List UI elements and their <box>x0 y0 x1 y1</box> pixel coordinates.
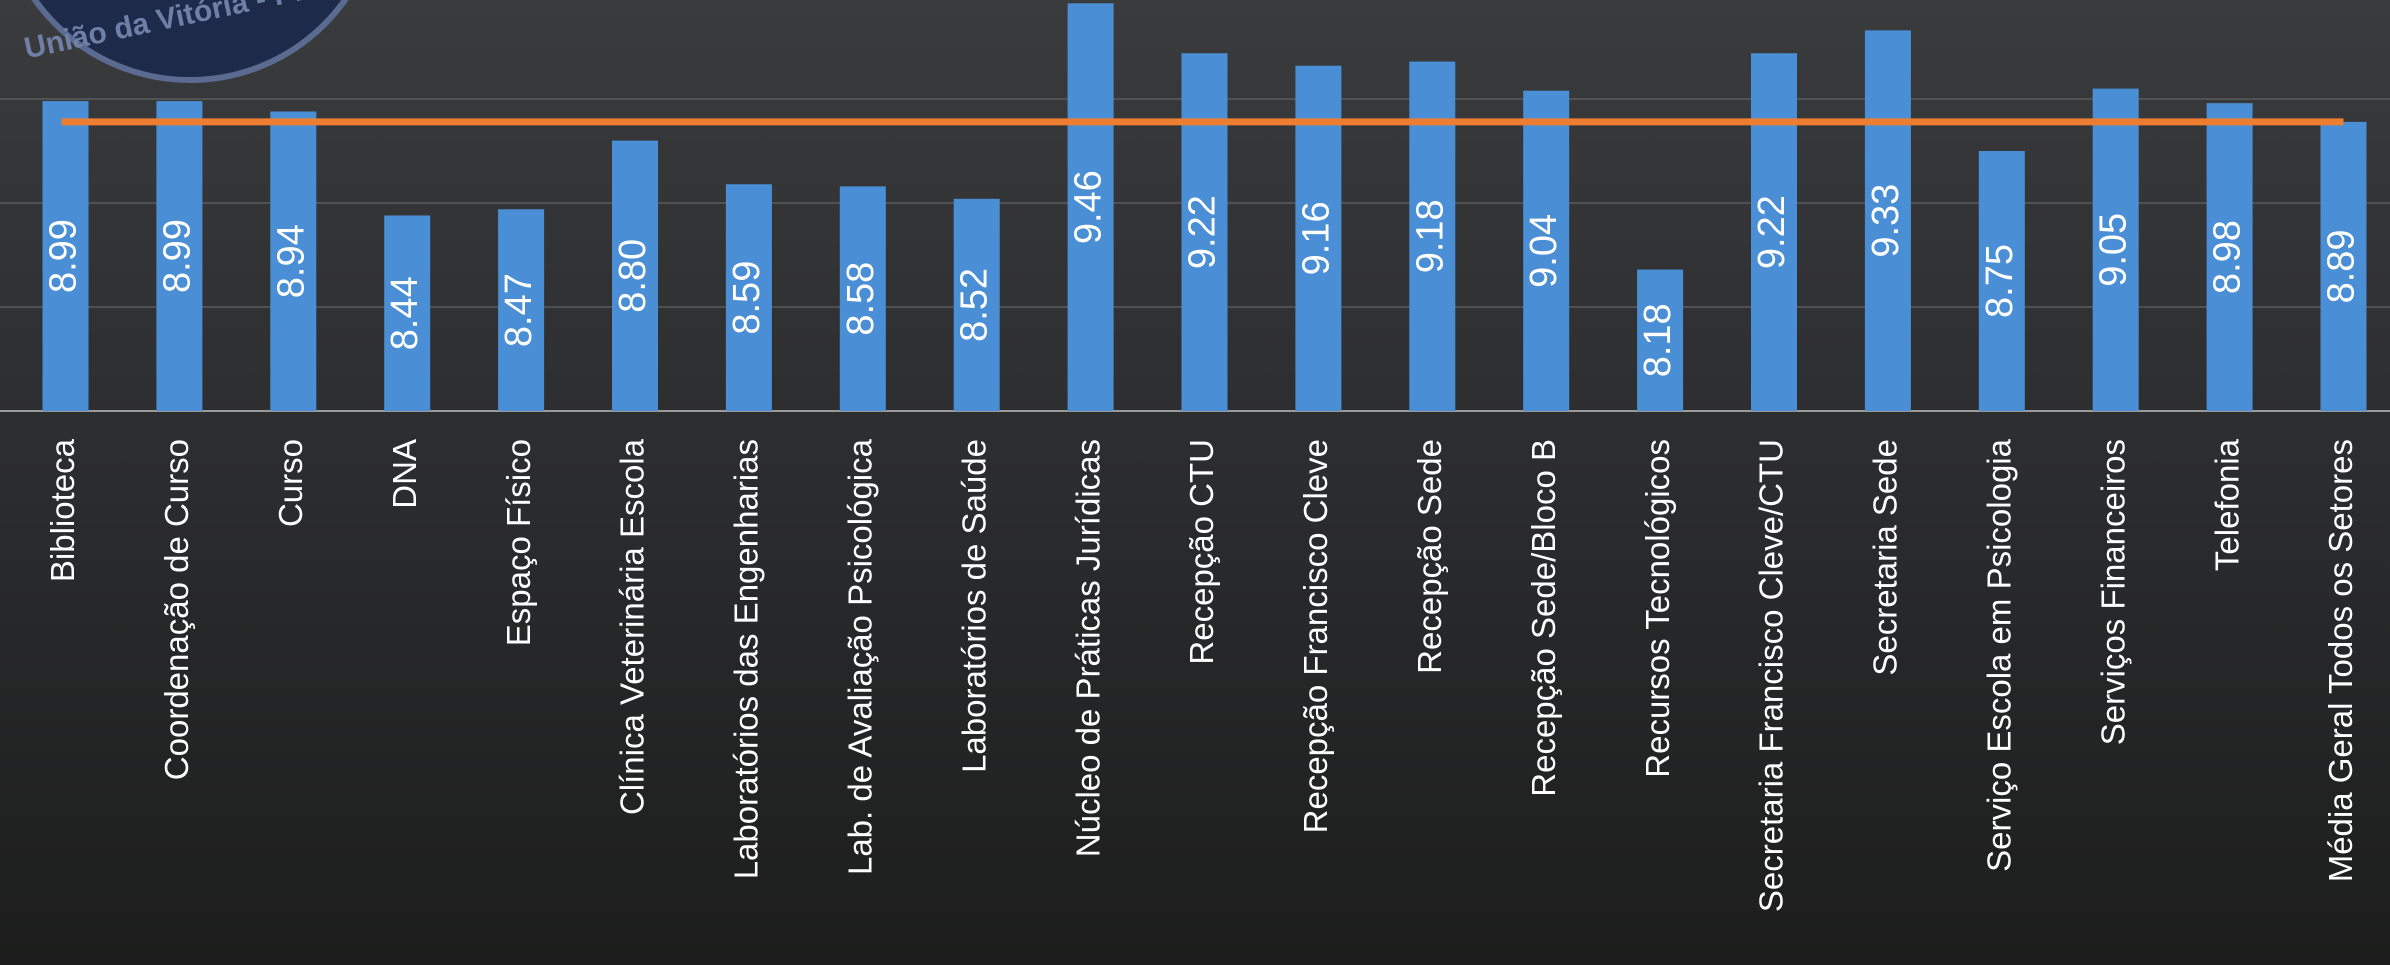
x-tick-label: DNA <box>386 439 423 509</box>
bar <box>725 184 772 411</box>
bar <box>1978 151 2025 411</box>
x-tick-label: Recursos Tecnológicos <box>1639 439 1676 778</box>
x-tick-label: Secretaria Francisco Cleve/CTU <box>1753 439 1790 912</box>
x-tick-label: Média Geral Todos os Setores <box>2322 439 2359 882</box>
x-tick-label: Secretaria Sede <box>1867 439 1904 676</box>
value-label: 8.99 <box>43 219 85 293</box>
bar <box>1523 90 1570 412</box>
value-label: 9.33 <box>1865 184 1907 258</box>
value-label: 9.16 <box>1295 201 1337 275</box>
bar <box>384 215 431 411</box>
bar <box>953 198 1000 411</box>
value-label: 8.94 <box>270 224 312 298</box>
x-tick-label: Recepção Francisco Cleve <box>1297 439 1334 833</box>
value-label: 9.46 <box>1068 170 1110 244</box>
value-label: 8.18 <box>1637 303 1679 377</box>
logo <box>31 0 349 83</box>
bar <box>1864 30 1911 412</box>
bar <box>1637 269 1684 411</box>
value-label: 9.05 <box>2093 213 2135 287</box>
value-label: 8.58 <box>840 262 882 336</box>
bar <box>2320 121 2367 411</box>
x-tick-label: Telefonia <box>2208 438 2245 571</box>
value-label: 8.59 <box>726 261 768 335</box>
value-label: 8.98 <box>2207 220 2249 294</box>
bar <box>156 101 203 411</box>
value-label: 8.89 <box>2321 229 2363 303</box>
bar <box>612 140 658 411</box>
bar <box>2092 88 2139 411</box>
x-tick-label: Biblioteca <box>44 438 81 582</box>
bar <box>42 101 89 411</box>
x-tick-label: Clínica Veterinária Escola <box>614 438 651 815</box>
value-label: 9.04 <box>1523 214 1565 288</box>
bar <box>270 111 317 411</box>
bar <box>1181 53 1228 412</box>
value-label: 9.22 <box>1182 195 1224 269</box>
x-tick-label: Recepção Sede <box>1411 439 1448 674</box>
bar <box>498 209 545 411</box>
x-tick-label: Serviços Financeiros <box>2094 439 2131 745</box>
value-label: 8.47 <box>498 273 540 347</box>
x-tick-label: Laboratórios de Saúde <box>955 439 992 773</box>
bar <box>1751 53 1797 412</box>
x-tick-label: Recepção Sede/Bloco B <box>1525 439 1562 797</box>
x-tick-label: Curso <box>272 439 309 527</box>
bar <box>2206 103 2253 411</box>
x-tick-label: Recepção CTU <box>1183 439 1220 665</box>
value-label: 8.44 <box>384 276 426 350</box>
value-label: 8.75 <box>1979 244 2021 318</box>
x-tick-label: Coordenação de Curso <box>158 439 195 780</box>
value-label: 9.18 <box>1409 199 1451 273</box>
x-tick-label: Núcleo de Práticas Jurídicas <box>1069 439 1106 857</box>
x-tick-label: Lab. de Avaliação Psicológica <box>842 438 879 875</box>
x-tick-label: Espaço Físico <box>500 439 537 646</box>
value-label: 8.99 <box>156 219 198 293</box>
value-label: 8.80 <box>612 239 654 313</box>
x-tick-label: Laboratórios das Engenharias <box>728 439 765 879</box>
value-label: 9.22 <box>1751 195 1793 269</box>
x-tick-label: Serviço Escola em Psicologia <box>1981 438 2018 871</box>
value-label: 8.52 <box>954 268 996 342</box>
bar <box>1067 3 1114 411</box>
bar <box>839 186 886 411</box>
